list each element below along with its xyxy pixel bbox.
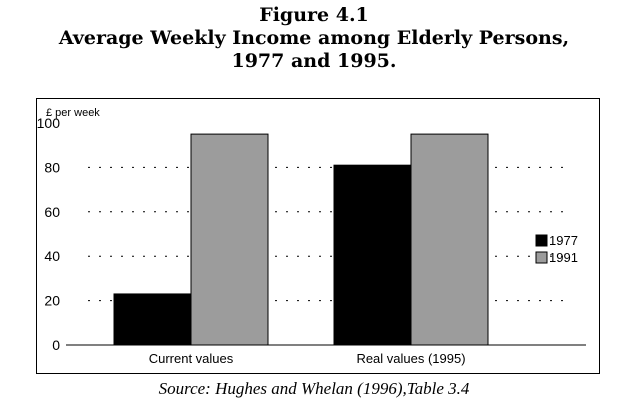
figure-number: Figure 4.1 — [259, 4, 369, 26]
figure-title-line-2: 1977 and 1995. — [231, 50, 397, 72]
legend-label-1991: 1991 — [549, 250, 578, 265]
y-tick-label-60: 60 — [44, 204, 60, 220]
bar-1977-0 — [113, 293, 192, 346]
bar-1991-1 — [410, 133, 489, 346]
y-tick-label-0: 0 — [52, 337, 60, 353]
legend-swatch-1977 — [535, 234, 548, 247]
figure-heading: Figure 4.1 Average Weekly Income among E… — [0, 4, 628, 73]
legend-label-1977: 1977 — [549, 233, 578, 248]
y-tick-label-20: 20 — [44, 293, 60, 309]
y-tick-label-100: 100 — [37, 115, 61, 131]
figure-title-line-1: Average Weekly Income among Elderly Pers… — [58, 27, 570, 49]
x-category-label-1: Real values (1995) — [356, 351, 465, 366]
y-tick-label-40: 40 — [44, 248, 60, 264]
bar-1991-0 — [190, 133, 269, 346]
legend-swatch-1991 — [535, 251, 548, 264]
bar-1977-1 — [333, 164, 412, 346]
y-axis-label: £ per week — [46, 107, 100, 119]
chart-frame — [36, 98, 600, 374]
source-note: Source: Hughes and Whelan (1996),Table 3… — [158, 379, 470, 398]
y-tick-label-80: 80 — [44, 159, 60, 175]
x-category-label-0: Current values — [149, 351, 234, 366]
